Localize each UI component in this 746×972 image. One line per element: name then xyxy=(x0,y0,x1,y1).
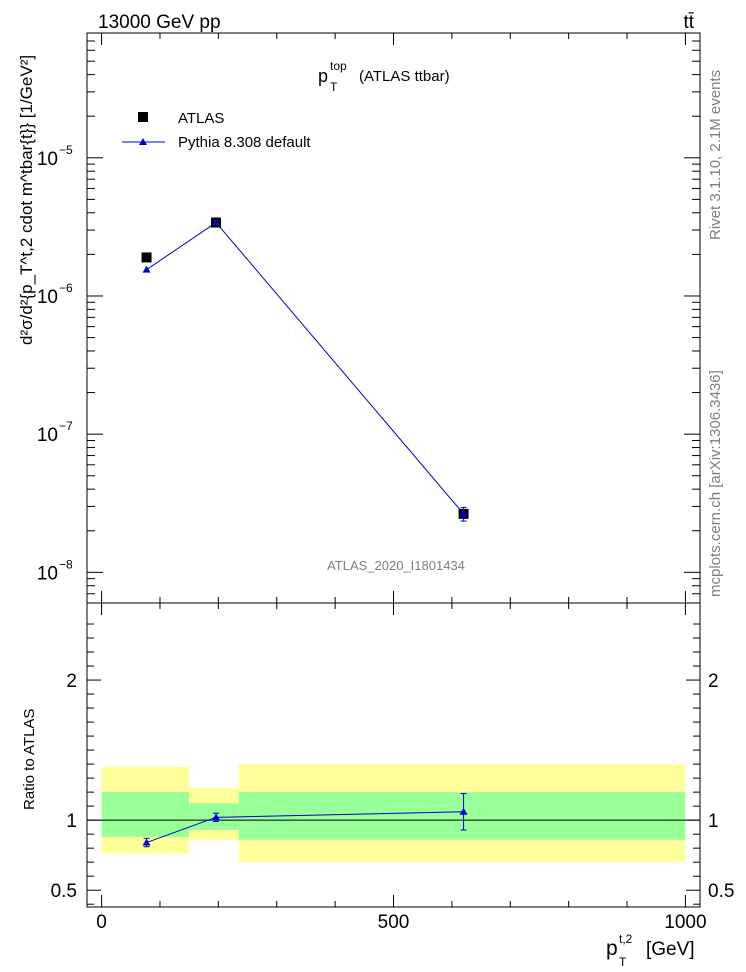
title-rest: (ATLAS ttbar) xyxy=(359,68,450,85)
x-axis-label: p t,2 T [GeV] xyxy=(606,932,695,969)
main-y-tick-label: 10 xyxy=(37,425,58,446)
xlabel-rest: [GeV] xyxy=(646,939,695,960)
xlabel-sup: t,2 xyxy=(619,932,633,946)
analysis-watermark: ATLAS_2020_I1801434 xyxy=(327,558,465,573)
chart-title: p top T (ATLAS ttbar) xyxy=(318,59,450,94)
main-y-tick-label: 10 xyxy=(37,287,58,308)
x-tick-label: 1000 xyxy=(664,912,706,933)
ratio-pythia-point xyxy=(212,813,221,821)
title-sup: top xyxy=(330,59,347,73)
xlabel-sub: T xyxy=(619,955,627,969)
pythia-point xyxy=(459,509,468,517)
atlas-point xyxy=(141,252,152,263)
rivet-label: Rivet 3.1.10, 2.1M events xyxy=(707,70,724,240)
legend-atlas-label: ATLAS xyxy=(178,110,224,127)
main-y-tick-label: 10 xyxy=(37,149,58,170)
title-sub: T xyxy=(330,80,338,94)
ratio-y-tick-label-left: 1 xyxy=(66,811,77,832)
legend-atlas-marker xyxy=(138,112,148,122)
main-y-axis-label: d²σ/d²{p_T^t,2 cdot m^tbar{t}} [1/GeV²] xyxy=(17,55,36,345)
pythia-line xyxy=(146,221,464,515)
ratio-y-tick-label-right: 2 xyxy=(708,671,719,692)
ratio-y-axis-label: Ratio to ATLAS xyxy=(21,709,38,810)
ratio-band-green-2 xyxy=(238,792,686,840)
x-tick-label: 0 xyxy=(96,912,107,933)
x-tick-label: 500 xyxy=(378,912,410,933)
title-main: p xyxy=(318,66,328,86)
header-right: tt̄ xyxy=(683,12,694,33)
ratio-band-green-0 xyxy=(101,792,190,837)
pythia-point xyxy=(212,218,221,226)
xlabel-main: p xyxy=(606,937,618,960)
ratio-y-tick-label-left: 0.5 xyxy=(51,881,77,902)
data-marks xyxy=(141,217,469,848)
header-left: 13000 GeV pp xyxy=(98,12,221,33)
main-y-tick-label: 10 xyxy=(37,563,58,584)
ratio-y-tick-label-right: 0.5 xyxy=(708,881,734,902)
mcplots-label: mcplots.cern.ch [arXiv:1306.3436] xyxy=(707,370,724,597)
legend-pythia-marker xyxy=(139,138,147,145)
main-y-tick-exponent: −8 xyxy=(59,557,73,571)
main-y-tick-exponent: −6 xyxy=(59,281,73,295)
ratio-pythia-point xyxy=(142,838,151,846)
main-y-tick-exponent: −7 xyxy=(59,419,73,433)
pythia-point xyxy=(142,265,151,273)
legend: ATLAS Pythia 8.308 default xyxy=(122,110,311,151)
ratio-pythia-point xyxy=(459,807,468,815)
main-y-tick-exponent: −5 xyxy=(59,143,73,157)
legend-pythia-label: Pythia 8.308 default xyxy=(178,134,311,151)
ratio-y-tick-label-right: 1 xyxy=(708,811,719,832)
ratio-y-tick-label-left: 2 xyxy=(66,671,77,692)
